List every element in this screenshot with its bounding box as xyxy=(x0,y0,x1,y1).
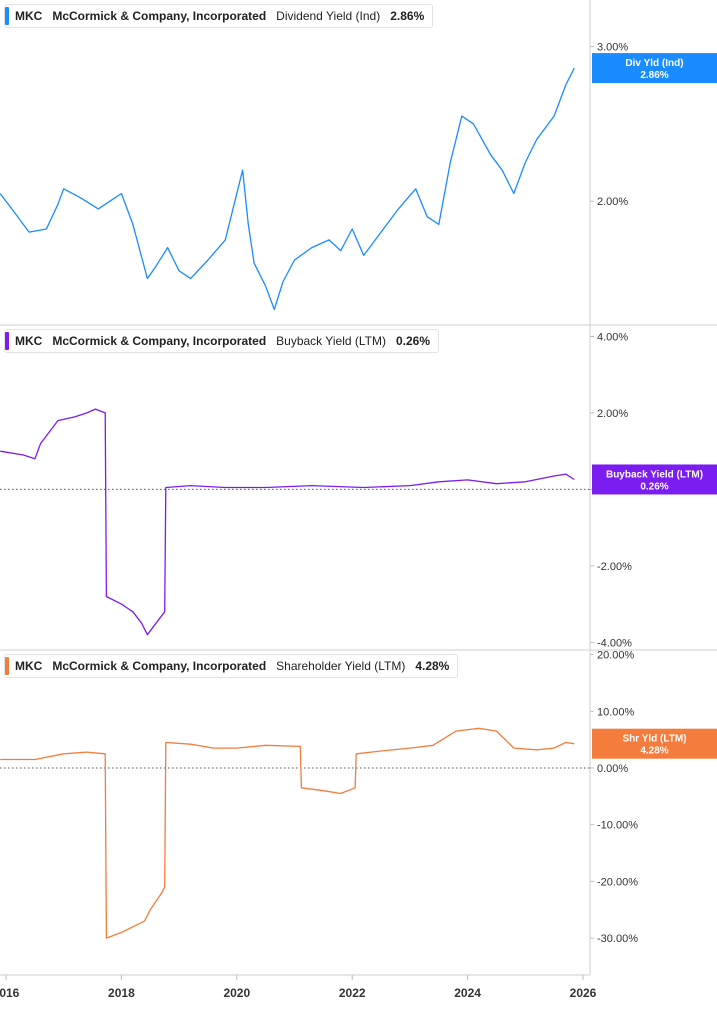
legend-value: 0.26% xyxy=(395,334,431,348)
y-tick-label: 2.00% xyxy=(597,408,628,420)
legend-ticker: MKC xyxy=(15,9,43,23)
legend-swatch xyxy=(5,7,9,25)
legend-ticker: MKC xyxy=(15,659,43,673)
legend-value: 2.86% xyxy=(390,9,425,23)
y-tick-label: 2.00% xyxy=(597,196,628,208)
value-badge-value: 2.86% xyxy=(640,70,668,81)
x-tick-label: 2020 xyxy=(223,986,250,1000)
legend-company: McCormick & Company, Incorporated xyxy=(52,9,267,23)
legend-company: McCormick & Company, Incorporated xyxy=(52,659,267,673)
value-badge xyxy=(592,53,717,84)
x-tick-label: 2022 xyxy=(339,986,366,1000)
y-tick-label: 20.00% xyxy=(597,650,635,662)
legend-metric: Buyback Yield (LTM) xyxy=(276,334,386,348)
legend-value: 4.28% xyxy=(415,659,450,673)
x-tick-label: 2026 xyxy=(570,986,597,1000)
y-tick-label: -20.00% xyxy=(597,876,638,888)
value-badge xyxy=(592,728,717,759)
x-tick-label: 2024 xyxy=(454,986,481,1000)
legend-ticker: MKC xyxy=(15,334,43,348)
legend-company: McCormick & Company, Incorporated xyxy=(52,334,267,348)
legend-metric: Shareholder Yield (LTM) xyxy=(276,659,406,673)
value-badge-label: Div Yld (Ind) xyxy=(625,58,683,69)
series-line xyxy=(0,727,575,939)
y-tick-label: 0.00% xyxy=(597,763,628,775)
legend-metric: Dividend Yield (Ind) xyxy=(276,9,381,23)
legend-dividend: MKC McCormick & Company, Incorporated Di… xyxy=(4,4,434,28)
value-badge-label: Shr Yld (LTM) xyxy=(622,734,686,745)
y-tick-label: -2.00% xyxy=(597,561,632,573)
series-line xyxy=(0,67,575,311)
y-tick-label: 3.00% xyxy=(597,41,628,53)
y-tick-label: -10.00% xyxy=(597,820,638,832)
y-tick-label: 10.00% xyxy=(597,706,635,718)
value-badge-value: 4.28% xyxy=(640,746,668,757)
legend-swatch xyxy=(5,332,9,350)
y-tick-label: -30.00% xyxy=(597,933,638,945)
series-line xyxy=(0,408,575,636)
legend-swatch xyxy=(5,657,9,675)
value-badge-label: Buyback Yield (LTM) xyxy=(606,469,703,480)
x-tick-label: 2018 xyxy=(108,986,135,1000)
value-badge-value: 0.26% xyxy=(640,481,668,492)
legend-shareholder: MKC McCormick & Company, Incorporated Sh… xyxy=(4,654,459,678)
x-tick-label: 2016 xyxy=(0,986,20,1000)
legend-buyback: MKC McCormick & Company, Incorporated Bu… xyxy=(4,329,440,353)
y-tick-label: -4.00% xyxy=(597,637,632,649)
y-tick-label: 4.00% xyxy=(597,331,628,343)
value-badge xyxy=(592,464,717,495)
